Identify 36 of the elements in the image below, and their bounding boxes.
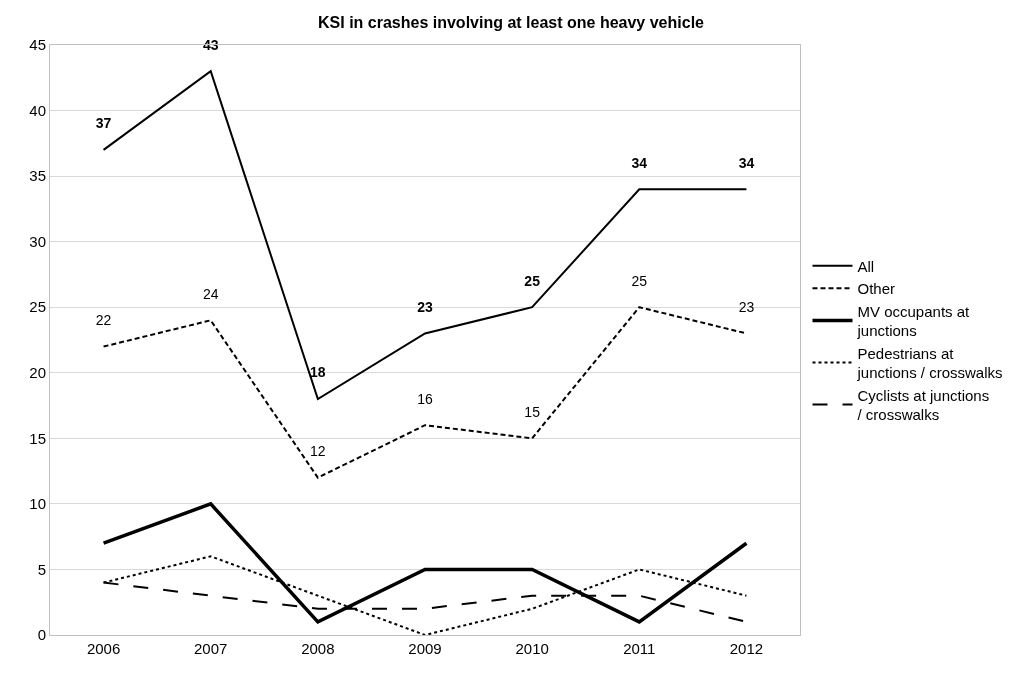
x-tick-label: 2009: [408, 640, 442, 657]
x-tick-label: 2010: [515, 640, 549, 657]
data-label: 25: [524, 272, 541, 289]
x-tick-label: 2011: [623, 640, 656, 657]
data-label: 37: [95, 115, 112, 132]
chart-title: KSI in crashes involving at least one heavy vehicle: [318, 14, 705, 32]
y-tick-label: 30: [29, 232, 46, 250]
data-label: 23: [738, 298, 755, 315]
data-label: 24: [202, 285, 219, 302]
data-label: 25: [631, 272, 648, 289]
x-tick-label: 2008: [301, 640, 335, 657]
legend-label: MV occupants at junctions: [856, 302, 971, 340]
data-label: 18: [310, 364, 326, 381]
x-tick-label: 2006: [86, 640, 121, 657]
y-tick-label: 15: [29, 429, 46, 447]
data-label: 34: [631, 154, 648, 171]
x-tick-label: 2007: [194, 640, 228, 657]
y-tick-label: 20: [29, 364, 46, 382]
y-tick-label: 40: [29, 101, 46, 119]
data-label: 23: [417, 298, 433, 315]
x-tick-label: 2012: [729, 640, 764, 657]
y-tick-label: 10: [29, 495, 46, 513]
y-tick-label: 5: [37, 560, 46, 578]
y-tick-label: 35: [29, 167, 46, 185]
y-tick-label: 45: [29, 36, 46, 54]
data-label: 22: [95, 311, 112, 328]
legend-label: All: [857, 257, 875, 275]
y-tick-label: 25: [29, 298, 46, 316]
legend-label: Other: [857, 280, 896, 298]
legend-label: Cyclists at junctions / crosswalks: [857, 386, 990, 424]
data-label: 15: [524, 403, 541, 420]
legend-label: Pedestrians at junctions / crosswalks: [856, 344, 1003, 382]
data-label: 16: [417, 390, 433, 407]
y-tick-label: 0: [37, 626, 46, 644]
data-label: 34: [738, 154, 755, 171]
data-label: 12: [310, 442, 326, 459]
